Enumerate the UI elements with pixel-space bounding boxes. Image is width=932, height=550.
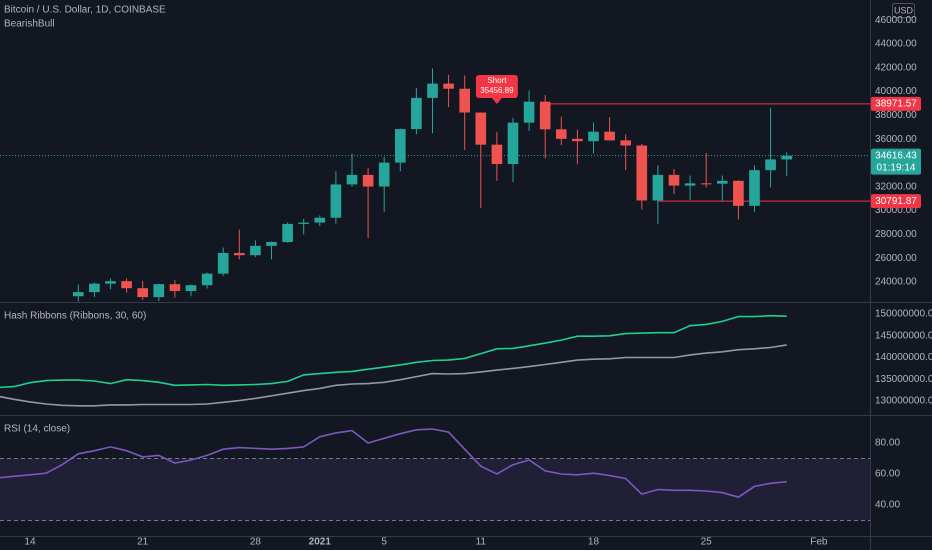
pane-title: Hash Ribbons (Ribbons, 30, 60) (4, 311, 146, 322)
candle-body (604, 131, 615, 141)
series-line (0, 428, 787, 499)
price-line-label-box (871, 194, 921, 209)
candle-body (700, 183, 712, 185)
y-tick-label: 40000.00 (875, 86, 917, 97)
candle-body (394, 129, 406, 163)
candle-body (89, 283, 100, 293)
countdown-label: 01:19:14 (877, 162, 916, 173)
candle-body (781, 155, 793, 160)
candle-body (539, 101, 551, 130)
candle-body (555, 129, 567, 139)
candle-body (298, 222, 310, 224)
candle-body (733, 180, 744, 206)
candle-body (684, 183, 696, 186)
annotation-box (475, 75, 518, 98)
candle-body (169, 284, 181, 292)
candle-body (153, 284, 165, 298)
candle-body (72, 292, 84, 297)
last-price-box (871, 148, 921, 175)
candle-body (233, 252, 245, 256)
price-line-label-box (871, 96, 921, 111)
candle-body (443, 83, 454, 89)
candle-body (266, 242, 277, 246)
y-tick-label: 40.00 (875, 500, 900, 511)
x-tick-label: 14 (24, 537, 36, 548)
y-tick-label: 30000.00 (875, 205, 917, 216)
x-tick-label: 5 (381, 537, 387, 548)
candle-body (491, 144, 503, 165)
x-tick-label: 11 (476, 537, 487, 548)
y-tick-label: 135000000.00 (875, 374, 932, 385)
candle-body (185, 285, 197, 292)
candle-body (475, 112, 487, 145)
last-price-label: 34616.43 (875, 150, 917, 161)
pane-title: RSI (14, close) (4, 424, 70, 435)
candle-body (620, 140, 632, 146)
candle-body (282, 223, 293, 243)
y-tick-label: 60.00 (875, 469, 900, 480)
candle-body (201, 273, 213, 286)
y-tick-label: 46000.00 (875, 15, 917, 26)
candle-body (378, 162, 390, 187)
y-tick-label: 80.00 (875, 438, 900, 449)
candle-body (636, 145, 648, 201)
candle-body (121, 281, 132, 289)
series-line (0, 344, 787, 407)
annotation-label: Short (487, 76, 507, 85)
x-tick-label: 2021 (309, 537, 332, 548)
candle-body (523, 101, 535, 123)
candle-body (765, 159, 776, 171)
x-tick-label: Feb (810, 537, 828, 548)
y-tick-label: 42000.00 (875, 62, 917, 73)
y-tick-label: 130000000.00 (875, 396, 932, 407)
y-tick-label: 24000.00 (875, 277, 917, 288)
currency[interactable]: USD (894, 5, 914, 15)
x-tick-label: 21 (137, 537, 149, 548)
currency-box[interactable] (892, 3, 915, 18)
y-tick-label: 28000.00 (875, 229, 917, 240)
candle-body (330, 184, 342, 218)
band-fill (0, 458, 870, 521)
y-tick-label: 36000.00 (875, 134, 917, 145)
candle-body (362, 174, 374, 187)
candles (0, 68, 870, 302)
x-tick-label: 28 (250, 537, 262, 548)
candle-body (346, 174, 358, 185)
pane-plot (0, 314, 787, 407)
candle-body (105, 281, 116, 284)
candle-body (749, 170, 760, 206)
price-line-label: 30791.87 (875, 196, 917, 207)
candle-body (572, 138, 583, 142)
x-tick-label: 25 (701, 537, 713, 548)
y-tick-label: 140000000.00 (875, 352, 932, 363)
price-line-label: 38971.57 (875, 98, 917, 109)
candle-body (588, 131, 599, 142)
symbol-title: Bitcoin / U.S. Dollar, 1D, COINBASE (4, 5, 166, 16)
y-tick-label: 38000.00 (875, 110, 917, 121)
candle-body (459, 88, 471, 113)
candle-body (507, 122, 519, 165)
series-line (0, 314, 787, 389)
y-tick-label: 32000.00 (875, 181, 917, 192)
candle-body (250, 245, 261, 256)
y-tick-label: 150000000.00 (875, 309, 932, 320)
candle-body (411, 97, 422, 130)
candle-body (314, 217, 326, 223)
y-tick-label: 44000.00 (875, 39, 917, 50)
candle-body (668, 174, 680, 186)
indicator-name: BearishBull (4, 19, 55, 30)
x-tick-label: 18 (588, 537, 600, 548)
candle-body (716, 180, 728, 184)
pane-plot (0, 428, 870, 521)
annotation-pointer (491, 98, 502, 104)
annotation-value: 35456.89 (480, 86, 514, 95)
candle-body (217, 252, 229, 274)
y-tick-label: 145000000.00 (875, 330, 932, 341)
candle-body (137, 288, 149, 298)
candle-body (427, 83, 438, 98)
y-tick-label: 26000.00 (875, 253, 917, 264)
candle-body (652, 174, 664, 201)
